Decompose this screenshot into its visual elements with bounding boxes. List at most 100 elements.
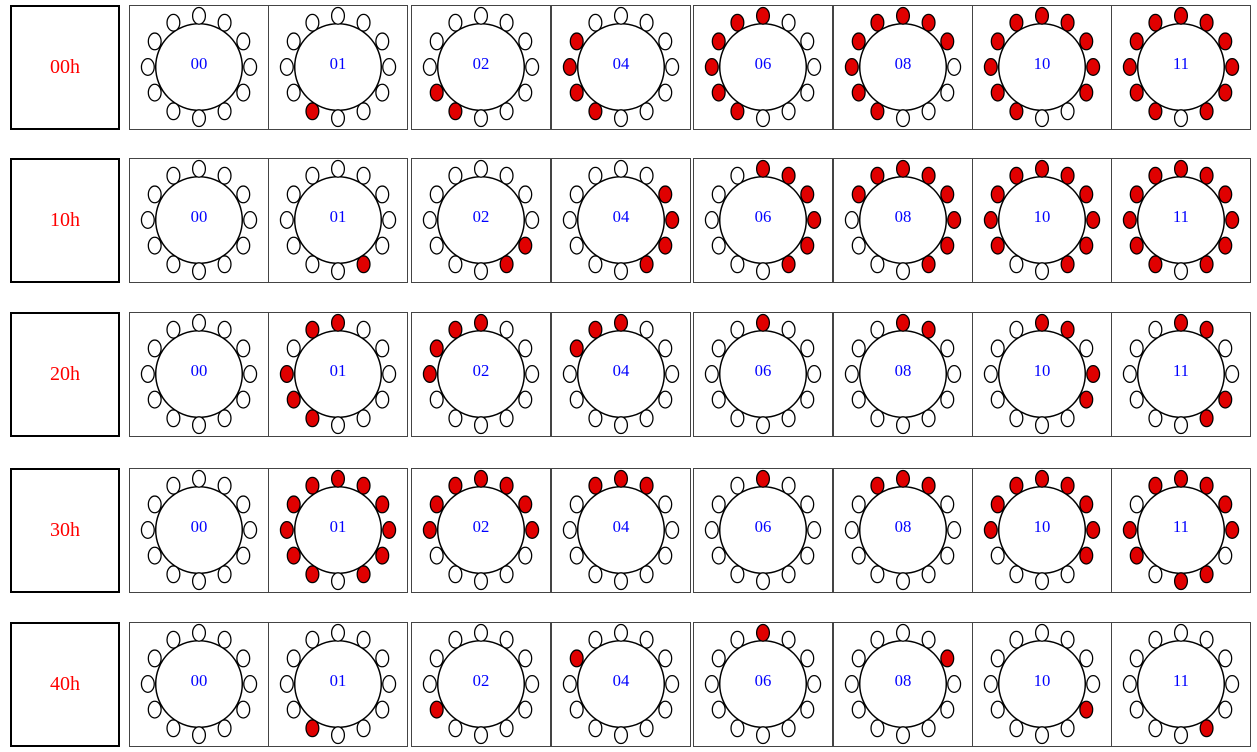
dot-10: [851, 185, 866, 204]
cell-code: 11: [1173, 54, 1189, 73]
dot-2: [940, 185, 955, 204]
pattern-cell: 02: [411, 622, 551, 747]
pattern-cell: 11: [1111, 622, 1251, 747]
pattern-cell: 11: [1111, 468, 1251, 593]
cell-code: 01: [330, 671, 347, 690]
pattern-cell: 10: [972, 312, 1112, 437]
dot-3: [243, 675, 258, 694]
dot-0: [613, 623, 629, 642]
dot-3: [1086, 365, 1101, 384]
dot-10: [711, 649, 726, 668]
dot-6: [895, 109, 911, 128]
dot-10: [711, 495, 726, 514]
dot-1: [639, 320, 654, 339]
dot-8: [1129, 236, 1144, 255]
cell-code: 01: [330, 54, 347, 73]
dot-6: [755, 262, 771, 281]
row-label: 10h: [10, 158, 120, 283]
dot-1: [217, 166, 232, 185]
dot-1: [356, 166, 371, 185]
cell-code: 00: [191, 54, 208, 73]
dot-2: [518, 649, 533, 668]
dot-8: [711, 390, 726, 409]
ring-of-dots-icon: 04: [562, 159, 680, 281]
cell-code: 08: [895, 671, 912, 690]
dot-0: [613, 469, 629, 488]
dot-10: [569, 32, 584, 51]
dot-0: [755, 6, 771, 25]
dot-2: [375, 495, 390, 514]
dot-1: [1199, 476, 1214, 495]
dot-11: [730, 476, 745, 495]
dot-11: [588, 166, 603, 185]
dot-6: [755, 572, 771, 591]
dot-1: [781, 166, 796, 185]
dot-9: [704, 365, 719, 384]
dot-6: [1173, 109, 1189, 128]
dot-2: [800, 339, 815, 358]
dot-4: [1079, 390, 1094, 409]
dot-8: [147, 236, 162, 255]
dot-5: [1199, 565, 1214, 584]
dot-1: [639, 13, 654, 32]
dot-11: [730, 13, 745, 32]
dot-8: [429, 700, 444, 719]
dot-0: [191, 313, 207, 332]
cell-code: 02: [473, 361, 490, 380]
dot-4: [800, 546, 815, 565]
dot-1: [217, 476, 232, 495]
dot-4: [1079, 700, 1094, 719]
dot-6: [895, 726, 911, 745]
dot-10: [1129, 339, 1144, 358]
dot-4: [940, 546, 955, 565]
dot-9: [279, 365, 294, 384]
dot-6: [330, 262, 346, 281]
dot-7: [1009, 102, 1024, 121]
dot-11: [730, 630, 745, 649]
cell-code: 11: [1173, 207, 1189, 226]
dot-8: [569, 390, 584, 409]
dot-9: [422, 521, 437, 540]
dot-8: [569, 700, 584, 719]
dot-11: [588, 630, 603, 649]
dot-9: [844, 365, 859, 384]
pattern-cell: 04: [551, 468, 691, 593]
dot-7: [166, 255, 181, 274]
pattern-cell: 08: [833, 468, 973, 593]
cell-code: 10: [1034, 671, 1051, 690]
dot-3: [525, 365, 540, 384]
pattern-cell: 01: [268, 622, 408, 747]
dot-7: [870, 719, 885, 738]
ring-of-dots-icon: 08: [844, 623, 962, 745]
dot-3: [525, 58, 540, 77]
ring-of-dots-icon: 10: [983, 159, 1101, 281]
dot-4: [940, 83, 955, 102]
dot-7: [1148, 719, 1163, 738]
dot-3: [382, 521, 397, 540]
pattern-cell: 10: [972, 622, 1112, 747]
dot-6: [1034, 572, 1050, 591]
dot-7: [730, 565, 745, 584]
dot-3: [1086, 675, 1101, 694]
dot-11: [870, 476, 885, 495]
dot-7: [1148, 102, 1163, 121]
ring-of-dots-icon: 06: [704, 623, 822, 745]
pattern-cell: 04: [551, 158, 691, 283]
dot-3: [807, 58, 822, 77]
dot-5: [639, 565, 654, 584]
dot-9: [140, 675, 155, 694]
pattern-cell: 10: [972, 468, 1112, 593]
dot-11: [1009, 476, 1024, 495]
dot-7: [870, 565, 885, 584]
dot-8: [711, 546, 726, 565]
dot-1: [499, 476, 514, 495]
dot-4: [1218, 546, 1233, 565]
dot-4: [236, 390, 251, 409]
dot-8: [990, 390, 1005, 409]
cell-code: 02: [473, 54, 490, 73]
dot-6: [895, 262, 911, 281]
dot-0: [473, 469, 489, 488]
dot-0: [755, 469, 771, 488]
cell-code: 11: [1173, 517, 1189, 536]
dot-5: [1060, 719, 1075, 738]
